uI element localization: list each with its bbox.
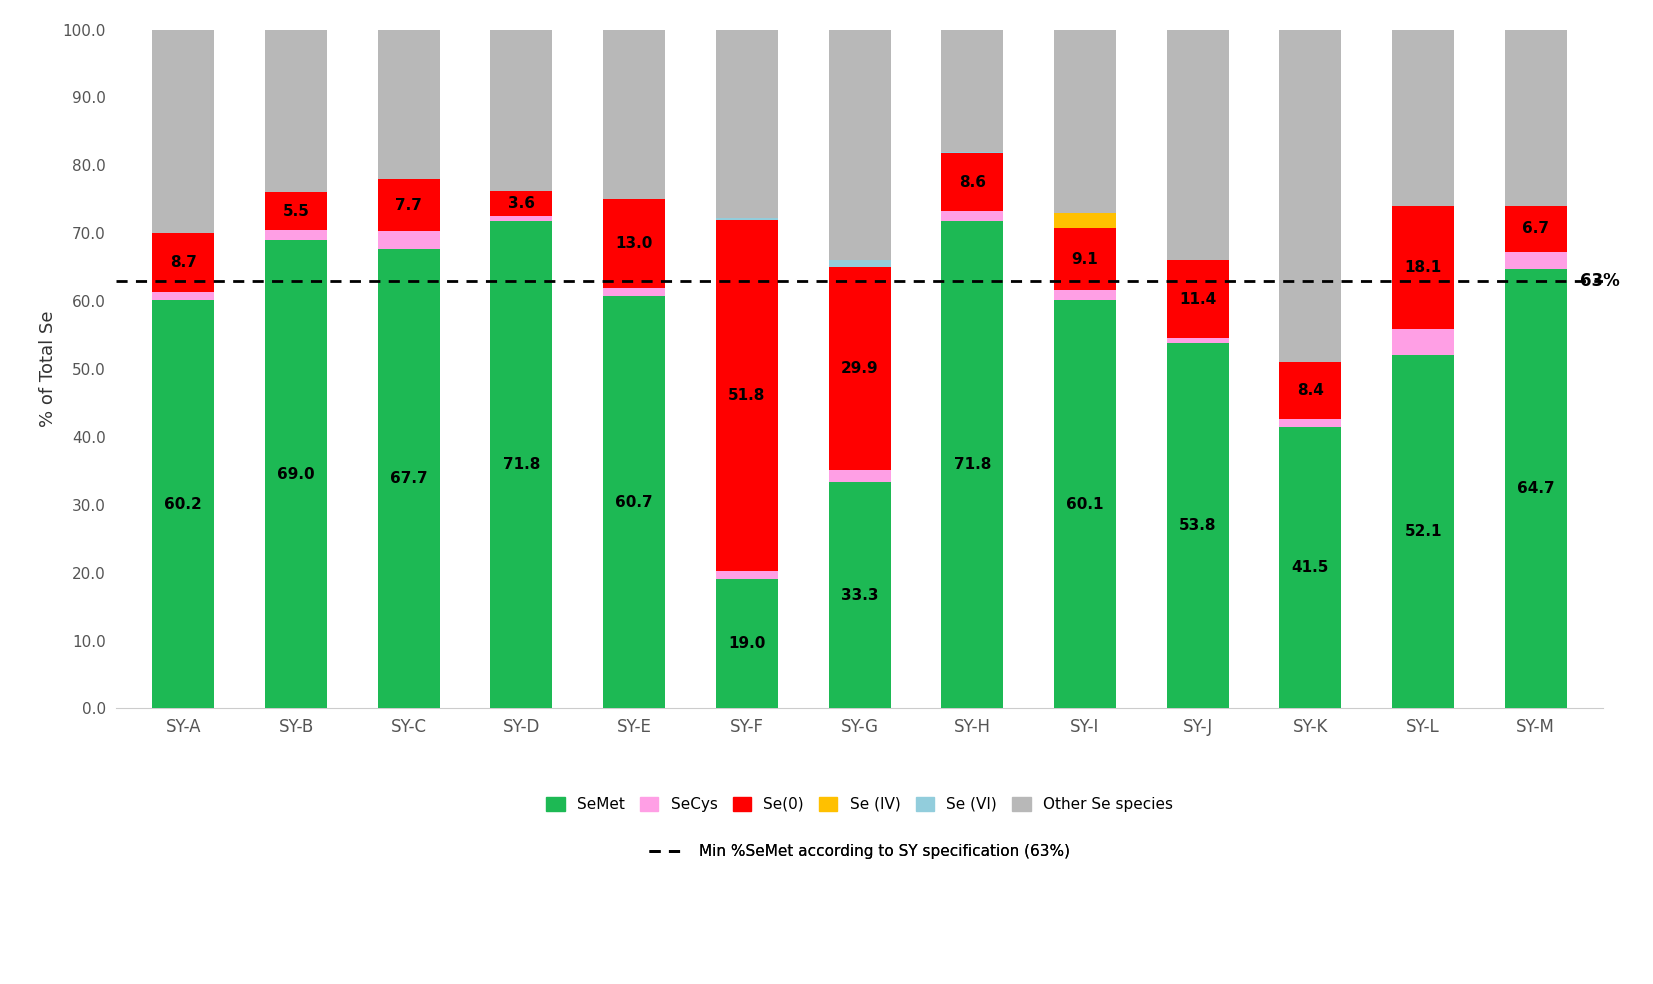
Bar bbox=[264, 193, 327, 230]
Bar bbox=[1504, 206, 1567, 252]
Bar bbox=[1504, 252, 1567, 270]
Bar bbox=[491, 191, 552, 215]
Bar bbox=[491, 30, 552, 191]
Bar bbox=[603, 296, 665, 708]
Bar bbox=[152, 292, 215, 300]
Bar bbox=[379, 249, 440, 708]
Text: 8.7: 8.7 bbox=[170, 255, 197, 271]
Bar bbox=[603, 199, 665, 287]
Bar bbox=[603, 287, 665, 296]
Bar bbox=[1167, 338, 1228, 343]
Bar bbox=[379, 30, 440, 179]
Bar bbox=[941, 154, 1003, 212]
Bar bbox=[1055, 300, 1116, 708]
Bar bbox=[716, 219, 779, 572]
Text: 60.7: 60.7 bbox=[615, 495, 653, 510]
Bar bbox=[1055, 290, 1116, 300]
Text: 5.5: 5.5 bbox=[283, 204, 309, 218]
Text: 52.1: 52.1 bbox=[1405, 524, 1441, 539]
Bar bbox=[1504, 30, 1567, 206]
Bar bbox=[716, 580, 779, 708]
Bar bbox=[1055, 228, 1116, 290]
Bar bbox=[491, 215, 552, 221]
Bar bbox=[1167, 30, 1228, 261]
Text: 18.1: 18.1 bbox=[1405, 260, 1441, 275]
Bar bbox=[1279, 30, 1341, 362]
Text: 6.7: 6.7 bbox=[1522, 221, 1549, 236]
Bar bbox=[828, 261, 891, 267]
Bar bbox=[1279, 362, 1341, 419]
Legend: Min %SeMet according to SY specification (63%): Min %SeMet according to SY specification… bbox=[643, 838, 1076, 866]
Bar bbox=[264, 230, 327, 240]
Bar bbox=[152, 300, 215, 708]
Bar bbox=[716, 572, 779, 580]
Bar bbox=[1392, 355, 1455, 708]
Text: 13.0: 13.0 bbox=[615, 236, 653, 251]
Bar bbox=[716, 30, 779, 217]
Text: 64.7: 64.7 bbox=[1517, 481, 1554, 496]
Bar bbox=[1392, 329, 1455, 355]
Bar bbox=[941, 212, 1003, 221]
Text: 63%: 63% bbox=[1580, 272, 1620, 289]
Bar bbox=[941, 30, 1003, 152]
Text: 71.8: 71.8 bbox=[503, 458, 541, 472]
Text: 9.1: 9.1 bbox=[1071, 252, 1098, 267]
Bar bbox=[491, 221, 552, 708]
Bar bbox=[264, 240, 327, 708]
Text: 53.8: 53.8 bbox=[1179, 519, 1217, 533]
Text: 41.5: 41.5 bbox=[1291, 560, 1329, 575]
Text: 33.3: 33.3 bbox=[841, 587, 878, 603]
Bar bbox=[828, 470, 891, 482]
Bar bbox=[152, 233, 215, 292]
Bar bbox=[1392, 206, 1455, 329]
Text: 3.6: 3.6 bbox=[507, 196, 536, 211]
Bar bbox=[152, 30, 215, 233]
Y-axis label: % of Total Se: % of Total Se bbox=[40, 311, 58, 427]
Bar bbox=[1167, 261, 1228, 338]
Bar bbox=[941, 152, 1003, 154]
Bar bbox=[1055, 30, 1116, 213]
Bar bbox=[1055, 213, 1116, 228]
Bar bbox=[379, 231, 440, 249]
Text: 69.0: 69.0 bbox=[278, 466, 314, 482]
Text: 60.1: 60.1 bbox=[1066, 497, 1104, 512]
Bar bbox=[1504, 270, 1567, 708]
Bar bbox=[1167, 343, 1228, 708]
Bar bbox=[828, 482, 891, 708]
Bar bbox=[379, 179, 440, 231]
Text: 51.8: 51.8 bbox=[729, 388, 765, 403]
Bar bbox=[941, 221, 1003, 708]
Text: 19.0: 19.0 bbox=[729, 637, 765, 651]
Bar bbox=[1279, 419, 1341, 427]
Text: 67.7: 67.7 bbox=[390, 471, 428, 486]
Bar bbox=[603, 30, 665, 199]
Bar bbox=[264, 30, 327, 193]
Bar bbox=[828, 30, 891, 261]
Bar bbox=[828, 267, 891, 470]
Text: 60.2: 60.2 bbox=[164, 497, 202, 512]
Text: 8.4: 8.4 bbox=[1298, 383, 1324, 399]
Bar bbox=[716, 217, 779, 219]
Text: 29.9: 29.9 bbox=[841, 361, 878, 376]
Bar bbox=[1279, 427, 1341, 708]
Text: 11.4: 11.4 bbox=[1179, 291, 1217, 307]
Text: 7.7: 7.7 bbox=[395, 198, 422, 213]
Bar bbox=[1392, 30, 1455, 206]
Text: 8.6: 8.6 bbox=[959, 175, 985, 190]
Text: 71.8: 71.8 bbox=[954, 458, 990, 472]
